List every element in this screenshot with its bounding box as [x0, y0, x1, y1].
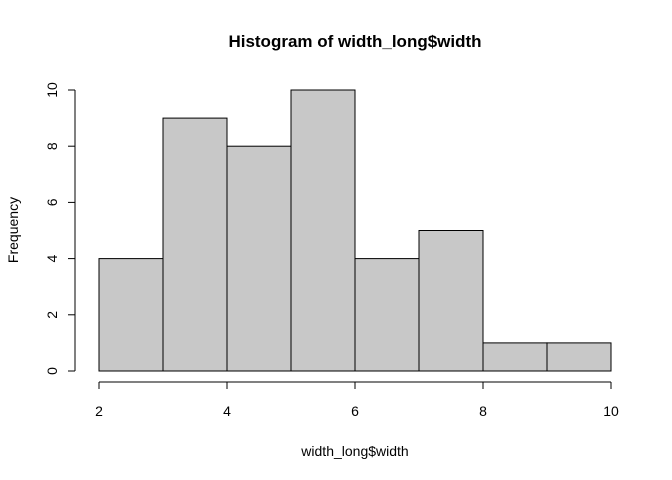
- x-tick-label: 4: [223, 403, 231, 419]
- histogram-bar-2: [162, 117, 228, 372]
- histogram-bar-8: [546, 342, 612, 372]
- x-axis: 2 4 6 8 10: [95, 381, 619, 419]
- x-tick-label: 10: [603, 403, 619, 419]
- y-tick-label: 8: [44, 142, 60, 150]
- y-axis-label: Frequency: [5, 197, 21, 263]
- histogram-bar-5: [354, 258, 420, 372]
- y-axis: 0 2 4 6 8 10: [44, 82, 76, 375]
- histogram-bar-4: [290, 89, 356, 372]
- histogram-bar-7: [482, 342, 548, 372]
- histogram-bar-3: [226, 145, 292, 372]
- bars-group: [98, 89, 612, 372]
- y-tick-label: 2: [44, 311, 60, 319]
- y-tick-label: 4: [44, 254, 60, 262]
- y-tick-label: 10: [44, 82, 60, 98]
- histogram-bar-1: [98, 258, 164, 372]
- x-axis-label: width_long$width: [300, 443, 408, 459]
- y-tick-label: 0: [44, 367, 60, 375]
- y-tick-label: 6: [44, 198, 60, 206]
- x-tick-label: 8: [479, 403, 487, 419]
- histogram-bar-6: [418, 230, 484, 372]
- x-tick-label: 6: [351, 403, 359, 419]
- x-tick-label: 2: [95, 403, 103, 419]
- chart-title: Histogram of width_long$width: [228, 32, 481, 51]
